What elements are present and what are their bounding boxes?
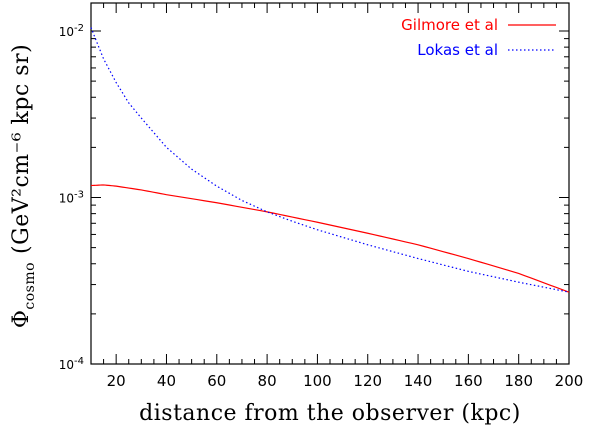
x-tick-label: 20 [107,372,126,390]
x-tick-label: 180 [504,372,533,390]
legend: Gilmore et al Lokas et al [401,16,556,59]
y-tick-label: 10-4 [59,356,84,372]
x-tick-label: 160 [454,372,483,390]
tick-labels: 20 40 60 80 100 120 140 160 180 200 10-4 10-3 10-2 [59,23,584,390]
svg-text:Φcosmo(GeV²cm⁻⁶ kpc sr): Φcosmo (GeV²cm⁻⁶ kpc sr) [9,44,38,328]
x-axis-title: distance from the observer (kpc) [139,401,521,426]
x-tick-label: 80 [258,372,277,390]
y-tick-label: 10-2 [59,23,84,39]
series-line-1 [90,27,570,293]
y-axis-title-units: (GeV²cm⁻⁶ kpc sr) [9,44,34,254]
y-tick-label: 10-3 [59,190,84,206]
x-tick-label: 140 [404,372,433,390]
legend-label-gilmore: Gilmore et al [401,16,498,34]
legend-label-lokas: Lokas et al [417,41,498,59]
x-tick-label: 100 [303,372,332,390]
x-tick-label: 120 [353,372,382,390]
axis-ticks [90,3,570,365]
y-axis-title-symbol: Φ [9,310,34,329]
x-tick-label: 40 [157,372,176,390]
y-axis-title: Φcosmo (GeV²cm⁻⁶ kpc sr) [9,44,38,328]
x-tick-label: 200 [555,372,584,390]
x-tick-label: 60 [207,372,226,390]
series-line-0 [90,184,570,293]
series-lines [90,27,570,293]
y-axis-title-subscript: cosmo [22,262,38,310]
